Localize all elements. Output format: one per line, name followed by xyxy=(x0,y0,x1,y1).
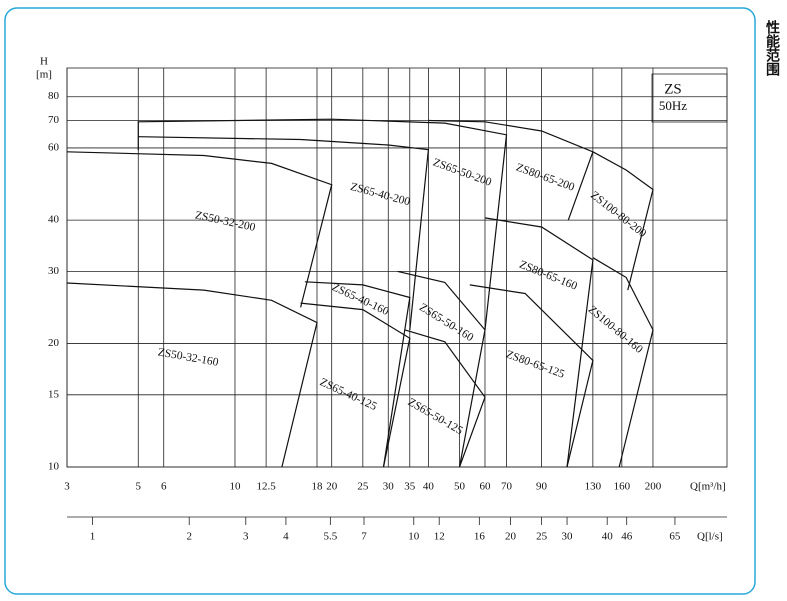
curve-label: ZS65-50-125 xyxy=(406,396,465,437)
curve xyxy=(484,217,594,468)
curve xyxy=(592,257,654,468)
x-tick-label: 200 xyxy=(645,481,662,493)
x2-tick-label: 2 xyxy=(186,531,192,543)
x-tick-label: 160 xyxy=(614,481,631,493)
x2-tick-label: 30 xyxy=(562,531,574,543)
x2-axis-label: Q[l/s] xyxy=(697,531,723,543)
x-tick-label: 40 xyxy=(423,481,435,493)
plot-frame xyxy=(66,67,728,468)
x-tick-label: 30 xyxy=(383,481,395,493)
curve xyxy=(137,118,508,330)
x-tick-label: 90 xyxy=(536,481,548,493)
x-tick-label: 5 xyxy=(136,481,142,493)
x2-tick-label: 65 xyxy=(669,531,681,543)
x-tick-label: 10 xyxy=(229,481,241,493)
y-tick-label: 60 xyxy=(48,141,60,153)
x2-tick-label: 3 xyxy=(243,531,249,543)
curve-label: ZS65-40-160 xyxy=(330,281,391,318)
x2-tick-label: 20 xyxy=(505,531,517,543)
curve xyxy=(469,284,594,468)
y-axis-label: H xyxy=(40,56,48,68)
x-tick-label: 130 xyxy=(585,481,602,493)
y-tick-label: 70 xyxy=(48,114,60,126)
curve-label: ZS80-65-125 xyxy=(504,349,566,381)
x2-tick-label: 10 xyxy=(408,531,420,543)
curve xyxy=(304,281,411,468)
model-box xyxy=(651,73,728,123)
x2-tick-label: 1 xyxy=(90,531,96,543)
y-tick-label: 80 xyxy=(48,90,60,102)
side-title: 性能范围 xyxy=(764,19,780,77)
y-tick-label: 15 xyxy=(48,388,60,400)
x-tick-label: 70 xyxy=(501,481,513,493)
x-axis-label: Q[m³/h] xyxy=(690,481,726,493)
curve xyxy=(592,151,654,291)
curve xyxy=(397,270,486,468)
frequency: 50Hz xyxy=(659,98,687,113)
frame xyxy=(4,7,756,595)
x2-tick-label: 46 xyxy=(621,531,633,543)
y-tick-label: 30 xyxy=(48,265,60,277)
x-tick-label: 20 xyxy=(326,481,338,493)
curve xyxy=(66,151,333,308)
y-axis-unit: [m] xyxy=(36,69,52,81)
x2-tick-label: 7 xyxy=(361,531,367,543)
curve-label: ZS80-65-200 xyxy=(514,162,576,194)
y-tick-label: 40 xyxy=(48,214,60,226)
y-tick-label: 20 xyxy=(48,337,60,349)
x2-tick-label: 5.5 xyxy=(323,531,337,543)
y-tick-label: 10 xyxy=(48,461,60,473)
curve xyxy=(404,329,486,468)
curve-label: ZS80-65-160 xyxy=(517,259,579,293)
x-tick-label: 6 xyxy=(161,481,167,493)
curve xyxy=(300,302,411,468)
x-tick-label: 60 xyxy=(479,481,491,493)
x2-tick-label: 40 xyxy=(602,531,614,543)
model-name: ZS xyxy=(664,81,682,97)
x2-tick-label: 4 xyxy=(283,531,289,543)
curve-label: ZS100-80-160 xyxy=(586,304,645,356)
x-tick-label: 50 xyxy=(454,481,466,493)
curve xyxy=(428,119,594,221)
curve-label: ZS50-32-200 xyxy=(194,209,257,234)
curve-label: ZS100-80-200 xyxy=(588,189,648,240)
x2-tick-label: 12 xyxy=(434,531,445,543)
x-tick-label: 3 xyxy=(64,481,70,493)
x-tick-label: 18 xyxy=(311,481,323,493)
x-tick-label: 12.5 xyxy=(256,481,276,493)
x-tick-label: 25 xyxy=(357,481,369,493)
curve xyxy=(138,136,430,330)
x2-tick-label: 16 xyxy=(474,531,486,543)
x-tick-label: 35 xyxy=(404,481,416,493)
x2-tick-label: 25 xyxy=(536,531,548,543)
curve-label: ZS50-32-160 xyxy=(157,346,220,369)
curve xyxy=(66,282,318,468)
curve-label: ZS65-50-200 xyxy=(431,157,493,189)
curve-label: ZS65-40-200 xyxy=(349,181,412,209)
